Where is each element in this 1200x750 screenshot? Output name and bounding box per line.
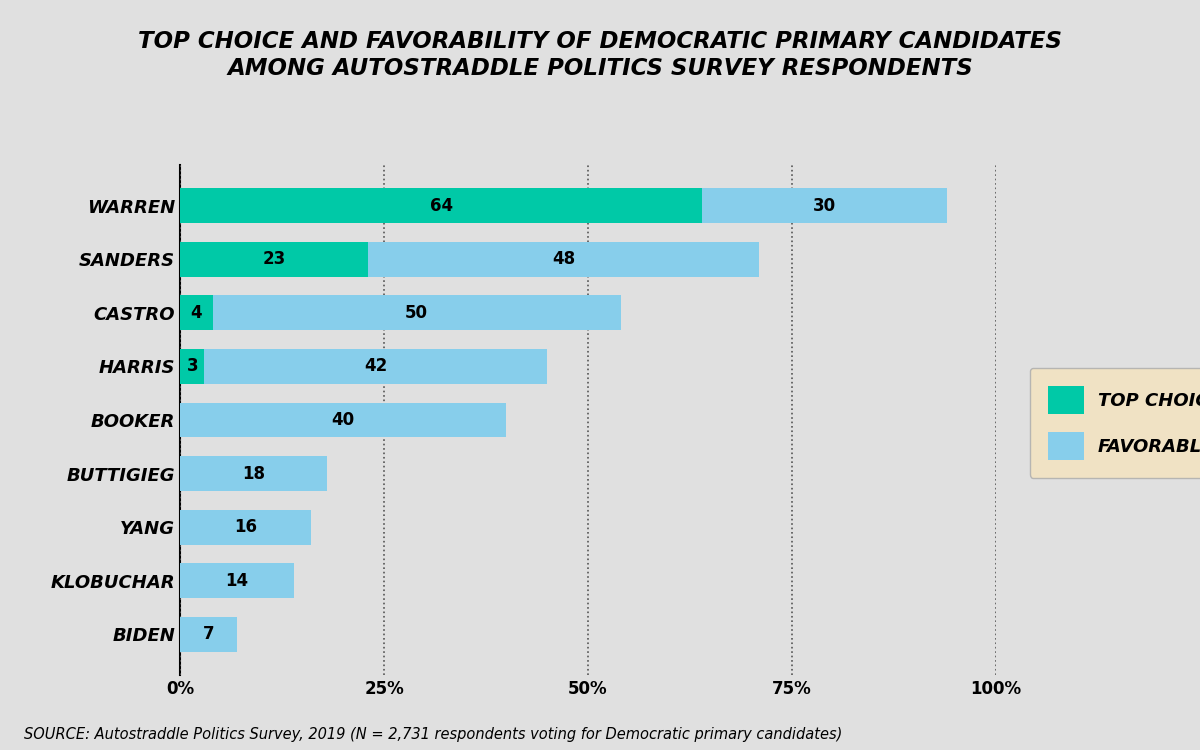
Text: 50: 50 bbox=[406, 304, 428, 322]
Bar bbox=[204, 349, 547, 384]
Text: SOURCE: Autostraddle Politics Survey, 2019 (N = 2,731 respondents voting for Dem: SOURCE: Autostraddle Politics Survey, 20… bbox=[24, 728, 842, 742]
Bar bbox=[180, 617, 238, 652]
Text: 30: 30 bbox=[814, 196, 836, 214]
Legend: TOP CHOICE, FAVORABLE: TOP CHOICE, FAVORABLE bbox=[1030, 368, 1200, 478]
Bar bbox=[212, 296, 620, 330]
Text: 23: 23 bbox=[263, 251, 286, 268]
Text: 42: 42 bbox=[365, 358, 388, 376]
Text: 7: 7 bbox=[203, 626, 215, 644]
Bar bbox=[180, 296, 212, 330]
Bar bbox=[180, 563, 294, 598]
Bar bbox=[702, 188, 947, 223]
Bar bbox=[180, 510, 311, 544]
Bar bbox=[180, 403, 506, 437]
Bar bbox=[180, 349, 204, 384]
Bar bbox=[180, 188, 702, 223]
Text: 3: 3 bbox=[186, 358, 198, 376]
Text: 40: 40 bbox=[331, 411, 355, 429]
Bar bbox=[180, 242, 367, 277]
Text: TOP CHOICE AND FAVORABILITY OF DEMOCRATIC PRIMARY CANDIDATES
AMONG AUTOSTRADDLE : TOP CHOICE AND FAVORABILITY OF DEMOCRATI… bbox=[138, 30, 1062, 80]
Bar bbox=[367, 242, 760, 277]
Text: 48: 48 bbox=[552, 251, 575, 268]
Text: 16: 16 bbox=[234, 518, 257, 536]
Text: 64: 64 bbox=[430, 196, 452, 214]
Text: 4: 4 bbox=[191, 304, 202, 322]
Bar bbox=[180, 456, 326, 491]
Text: 18: 18 bbox=[242, 464, 265, 482]
Text: 14: 14 bbox=[226, 572, 248, 590]
